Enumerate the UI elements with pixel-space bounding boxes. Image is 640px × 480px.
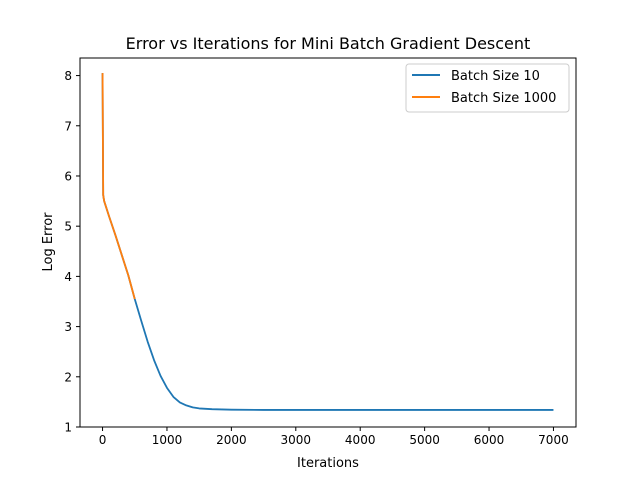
y-tick-label: 7 <box>64 119 72 133</box>
y-axis-label: Log Error <box>41 212 56 272</box>
y-tick-label: 1 <box>64 421 72 435</box>
legend-box <box>405 63 570 113</box>
y-tick-label: 2 <box>64 370 72 384</box>
legend: Batch Size 10 Batch Size 1000 <box>405 63 570 113</box>
x-tick-label: 4000 <box>345 433 376 447</box>
x-tick-label: 2000 <box>216 433 247 447</box>
x-tick-label: 5000 <box>409 433 440 447</box>
y-tick-label: 5 <box>64 220 72 234</box>
x-axis-ticks: 0 1000 2000 3000 4000 5000 6000 7000 <box>99 427 569 447</box>
x-tick-label: 6000 <box>474 433 505 447</box>
series-layer <box>101 73 554 411</box>
x-tick-label: 3000 <box>281 433 312 447</box>
series-line-batch-size-1000 <box>101 73 136 300</box>
x-tick-label: 1000 <box>152 433 183 447</box>
plot-frame <box>79 57 577 428</box>
y-axis-ticks: 1 2 3 4 5 6 7 8 <box>64 69 80 435</box>
y-tick-label: 8 <box>64 69 72 83</box>
legend-label-batch-size-1000: Batch Size 1000 <box>451 91 556 106</box>
x-tick-label: 7000 <box>538 433 569 447</box>
y-tick-label: 4 <box>64 270 72 284</box>
legend-label-batch-size-10: Batch Size 10 <box>451 69 540 84</box>
x-axis-label: Iterations <box>297 456 359 471</box>
y-tick-label: 6 <box>64 169 72 183</box>
y-tick-label: 3 <box>64 320 72 334</box>
x-tick-label: 0 <box>99 433 107 447</box>
chart-title: Error vs Iterations for Mini Batch Gradi… <box>126 34 531 53</box>
